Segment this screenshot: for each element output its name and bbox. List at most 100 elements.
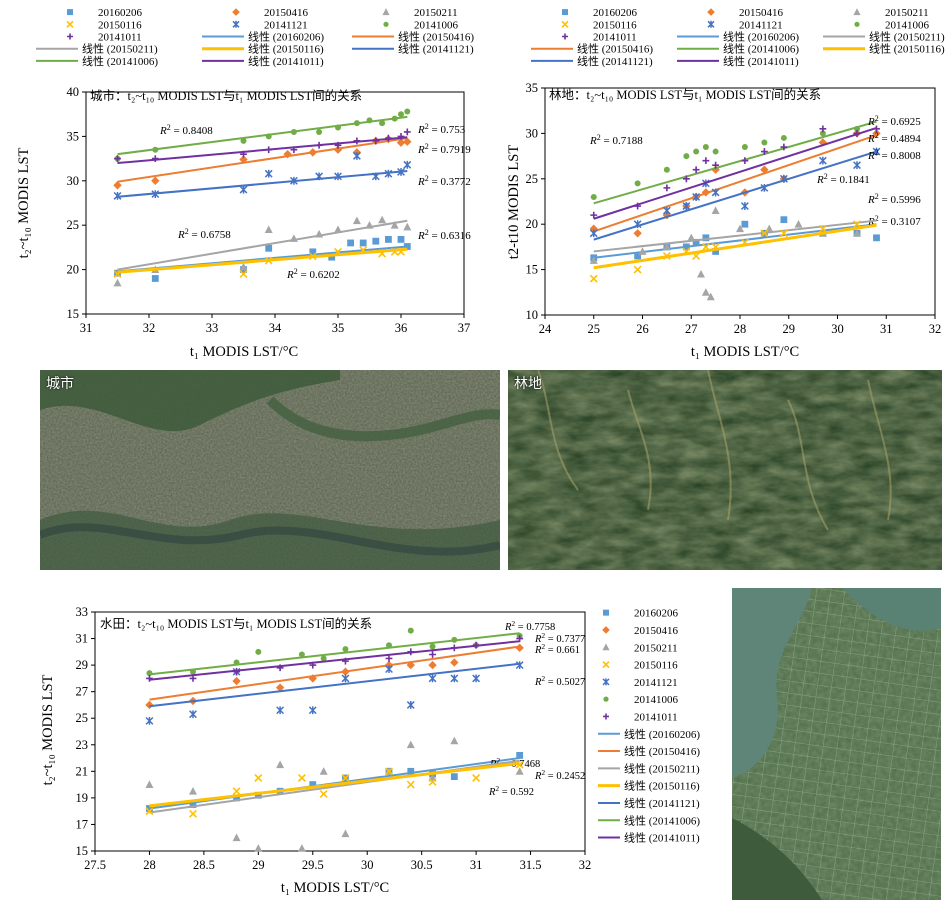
legend-marker — [603, 713, 609, 720]
r2-label: R2 = 0.5996 — [867, 192, 921, 206]
y-tick-label: 25 — [76, 711, 89, 725]
r2-label: R2 = 0.592 — [488, 784, 534, 798]
legend-entry: 线性 (20160206) — [723, 30, 799, 44]
x-tick-label: 32 — [579, 858, 592, 872]
legend-entry: 线性 (20141006) — [82, 54, 158, 68]
data-point — [741, 157, 749, 165]
data-point — [428, 777, 437, 786]
y-tick-label: 23 — [76, 738, 89, 752]
x-tick-label: 30.5 — [411, 858, 433, 872]
legend-entry: 线性 (20141011) — [723, 54, 799, 68]
data-point — [404, 108, 411, 115]
data-point — [146, 674, 153, 682]
data-point — [429, 643, 436, 650]
data-point — [740, 202, 749, 210]
paddy-chart-panel: 27.5 28 28.5 29 29.5 30 30.5 31 31.5 32 15 17 19 21 23… — [0, 590, 725, 905]
data-point — [232, 787, 241, 796]
series-20141121 — [145, 661, 524, 725]
legend: 20160206 20150416 20150211 20150116 20141121… — [598, 608, 700, 845]
data-point — [113, 278, 122, 287]
data-point — [255, 648, 262, 655]
data-point — [760, 148, 768, 155]
data-point — [711, 188, 720, 197]
data-point — [276, 760, 285, 769]
data-point — [633, 265, 642, 274]
y-tick-label: 20 — [526, 217, 539, 231]
paddy-satellite-image — [732, 588, 941, 900]
legend-marker — [66, 20, 74, 28]
legend-marker — [602, 660, 610, 669]
data-point — [428, 660, 437, 670]
data-point — [239, 185, 248, 194]
data-point — [711, 165, 720, 174]
y-tick-label: 10 — [526, 308, 539, 322]
data-point — [693, 148, 700, 155]
data-point — [634, 180, 641, 187]
x-tick-label: 34 — [269, 321, 282, 335]
data-point — [706, 292, 715, 301]
legend-entry: 20150116 — [98, 19, 142, 31]
y-tick-label: 19 — [76, 791, 89, 805]
data-point — [779, 229, 788, 238]
series-20141006 — [146, 627, 523, 677]
legend-marker — [603, 609, 609, 616]
data-point — [145, 716, 154, 725]
data-point — [780, 134, 787, 141]
urban-image-label: 城市 — [46, 376, 74, 392]
data-point — [853, 161, 861, 170]
y-tick-label: 15 — [76, 844, 89, 858]
data-point — [347, 239, 354, 247]
r2-label: R2 = 0.8408 — [159, 123, 213, 137]
trendline-20150211 — [117, 219, 408, 271]
r2-label: R2 = 0.2452 — [534, 768, 585, 782]
y-tick-label: 35 — [67, 129, 80, 143]
data-point — [406, 780, 415, 789]
r2-label: R2 = 0.6316 — [417, 228, 471, 242]
y-tick-label: 25 — [526, 172, 539, 186]
data-point — [780, 143, 788, 151]
data-point — [352, 216, 361, 225]
data-point — [589, 229, 598, 238]
data-point — [692, 193, 701, 201]
data-point — [333, 145, 343, 154]
y-axis-label: t₂~t₁₀ MODIS LST — [40, 674, 56, 785]
data-point — [297, 844, 306, 852]
data-point — [233, 794, 240, 802]
data-point — [712, 148, 719, 155]
data-point — [309, 781, 317, 789]
trendline-20141006 — [117, 115, 408, 156]
data-point — [818, 156, 827, 165]
data-point — [264, 169, 273, 178]
legend-entry: 线性 (20150211) — [624, 761, 700, 775]
data-point — [450, 773, 458, 781]
data-point — [761, 139, 768, 146]
legend-marker — [602, 678, 610, 686]
data-point — [589, 256, 598, 264]
y-tick-label: 21 — [76, 764, 89, 778]
series-20141006 — [590, 125, 860, 200]
data-point — [232, 833, 241, 842]
trendline-20141011 — [149, 640, 520, 681]
trendline-20141011 — [117, 136, 408, 165]
forest-satellite-drawing — [508, 370, 942, 570]
x-tick-label: 33 — [206, 321, 219, 335]
data-point — [853, 229, 861, 237]
series-20150416 — [113, 134, 412, 190]
data-point — [254, 844, 263, 852]
legend-marker — [707, 20, 715, 28]
x-tick-label: 24 — [539, 322, 552, 336]
trendline-20150116 — [117, 247, 408, 274]
trendline-20141006 — [593, 120, 877, 205]
x-tick-label: 29 — [252, 858, 265, 872]
data-point — [682, 202, 691, 210]
chart-title: 水田：t₂~t₁₀ MODIS LST与t₁ MODIS LST间的关系 — [100, 616, 372, 631]
data-point — [319, 789, 328, 798]
trendline-20141006 — [149, 632, 520, 676]
legend-marker — [383, 21, 389, 27]
data-point — [341, 674, 350, 683]
x-tick-label: 27.5 — [84, 858, 106, 872]
data-point — [682, 175, 690, 183]
x-tick-label: 26 — [636, 322, 649, 336]
trendline-20141121 — [593, 150, 877, 241]
data-point — [385, 236, 392, 243]
